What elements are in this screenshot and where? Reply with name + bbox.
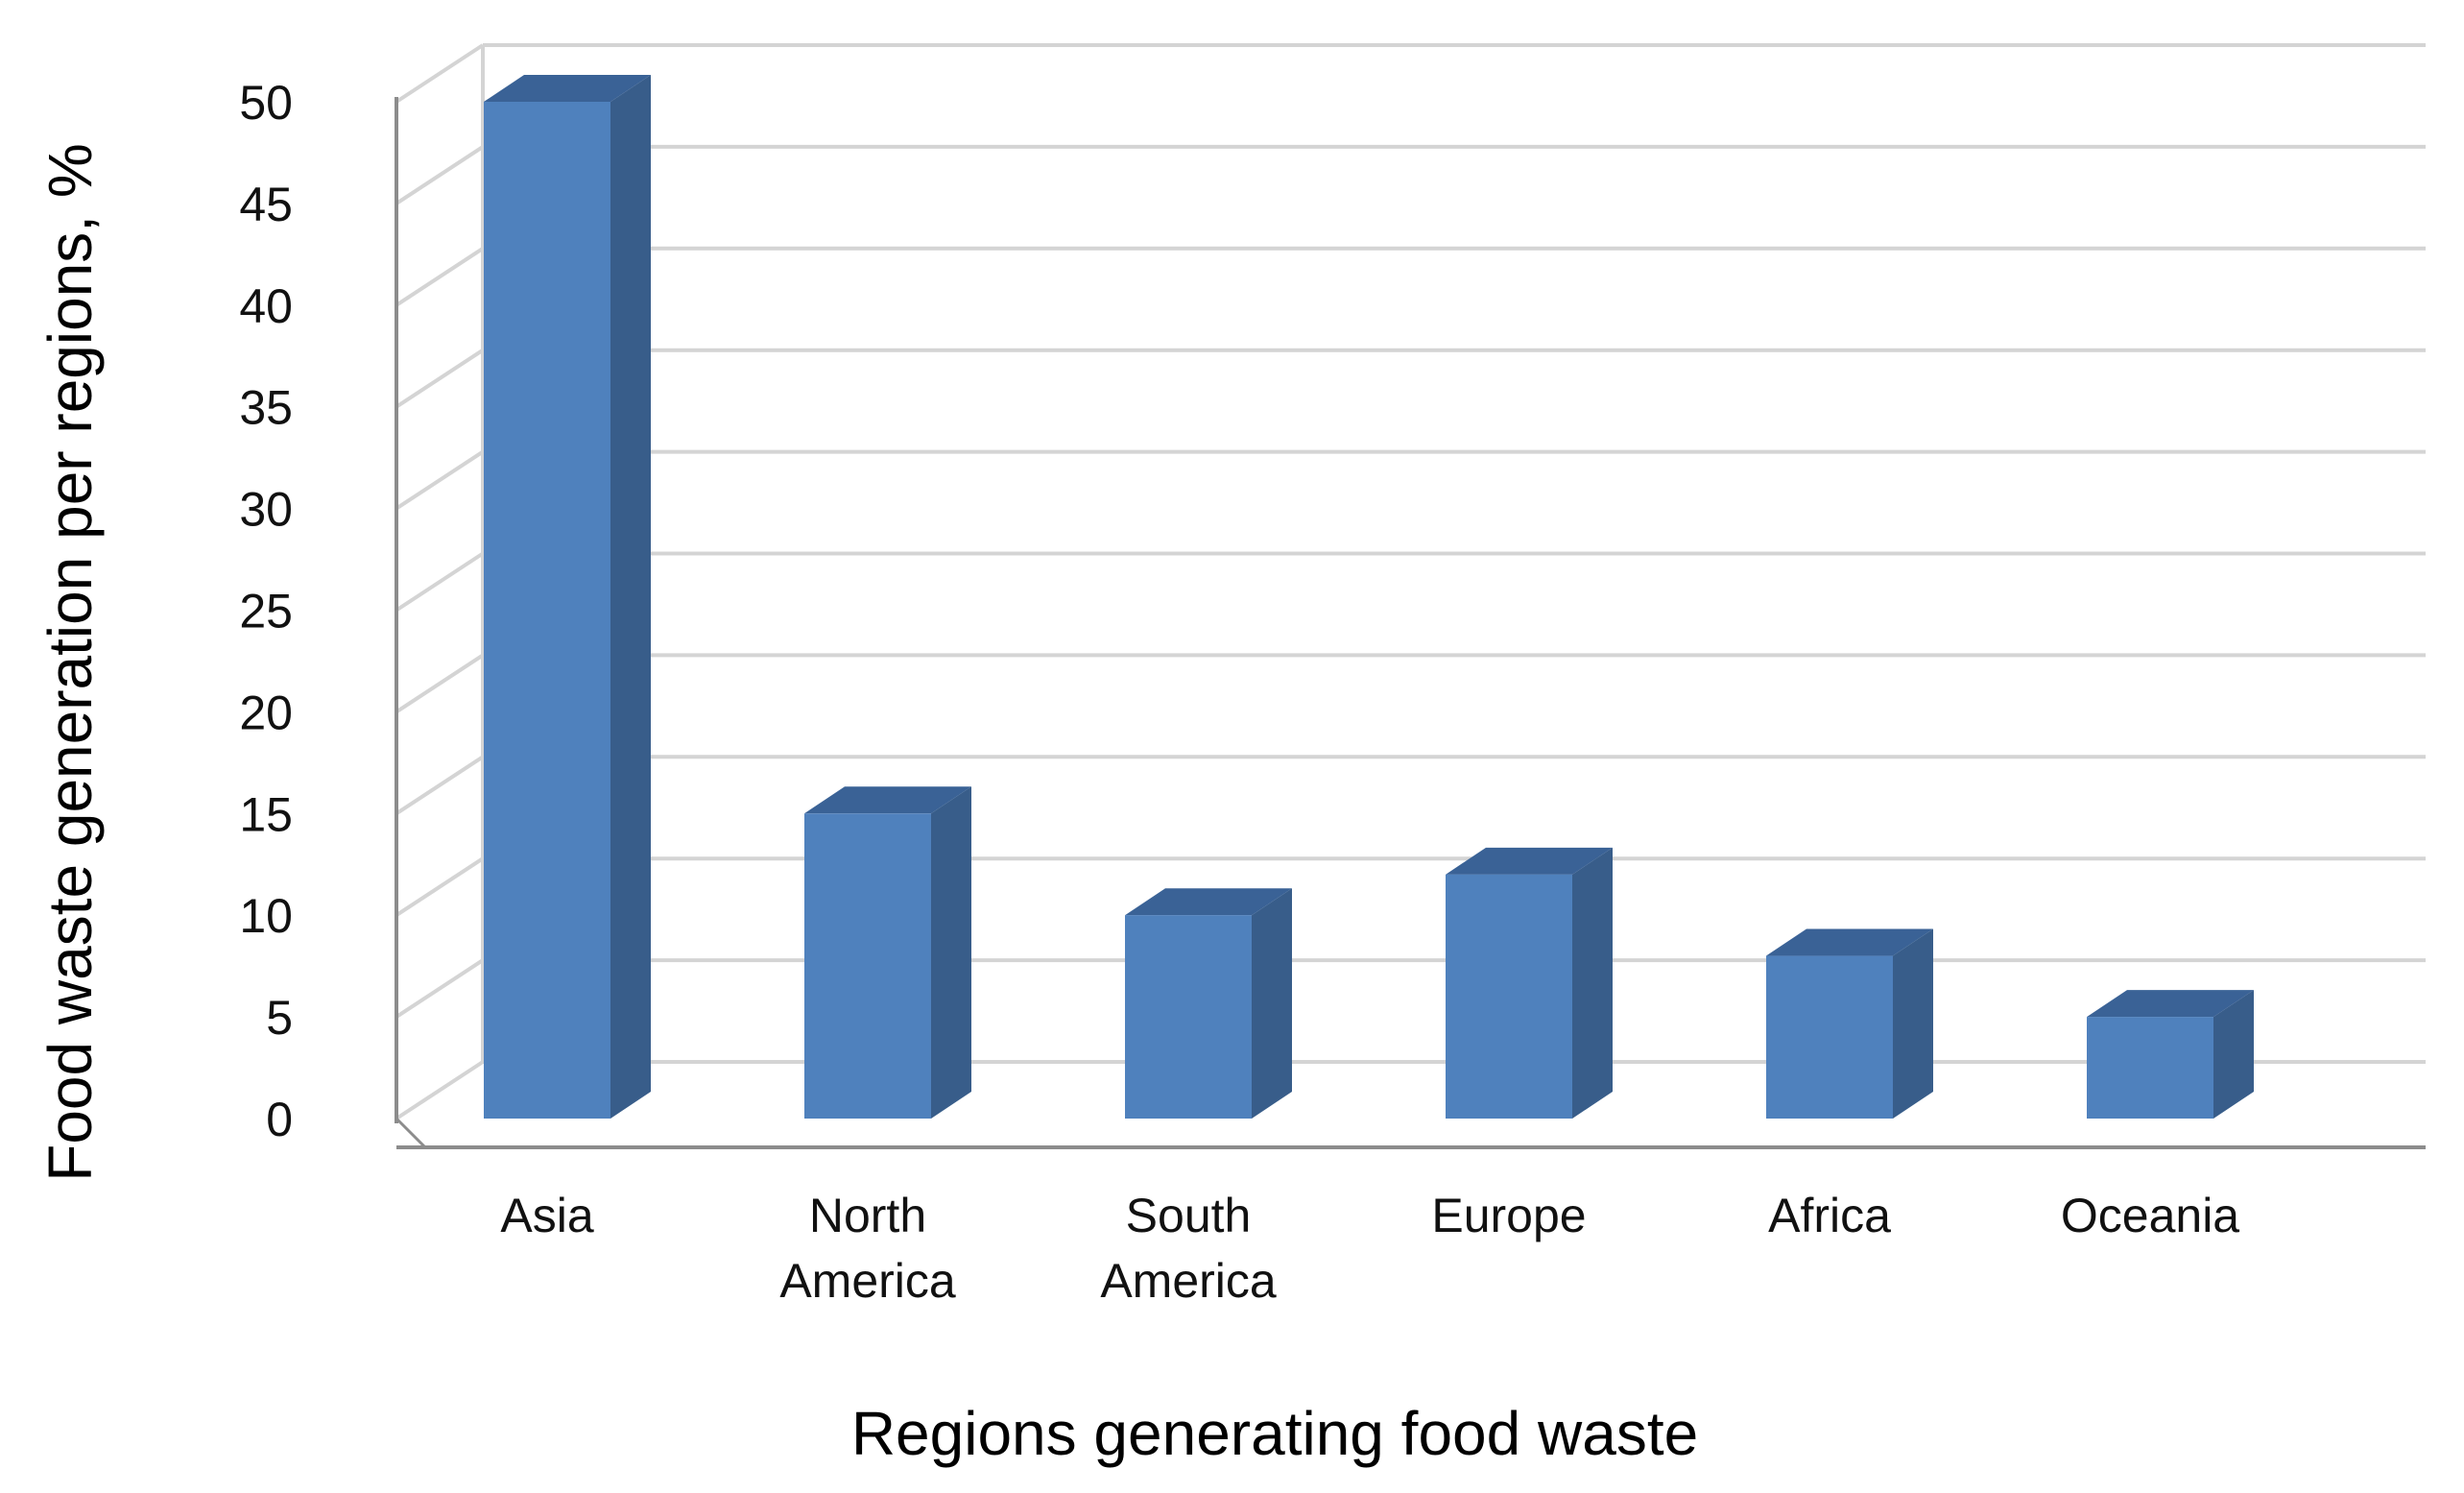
bar-top <box>484 75 651 102</box>
y-tick-label: 20 <box>239 686 293 739</box>
y-tick-label: 30 <box>239 483 293 537</box>
bar-0 <box>484 75 651 1119</box>
y-tick-label: 25 <box>239 585 293 638</box>
bar-side <box>1572 847 1613 1119</box>
bar-side <box>610 75 651 1119</box>
gridline-side <box>395 653 485 714</box>
bar-front <box>1125 915 1252 1119</box>
gridline-side <box>395 755 485 815</box>
x-tick-label: South America <box>1100 1189 1277 1308</box>
y-tick-labels: 0 5 10 15 20 25 30 35 40 45 50 <box>239 76 293 1146</box>
gridline-side <box>395 145 485 205</box>
gridline-side <box>395 43 485 104</box>
gridline-side <box>395 247 485 307</box>
x-axis-corner <box>395 1117 427 1149</box>
bar-top <box>2087 990 2254 1018</box>
bars <box>484 75 2254 1119</box>
x-tick-label: Europe <box>1431 1189 1586 1242</box>
bar-top <box>1766 928 1933 956</box>
axes <box>395 97 2426 1149</box>
y-axis-title: Food waste generation per regions, % <box>36 143 105 1182</box>
x-tick-labels: Asia North America South America Europe Africa… <box>500 1189 2239 1308</box>
bar-front <box>1446 874 1572 1119</box>
bar-4 <box>1766 928 1933 1119</box>
gridline-side <box>395 349 485 409</box>
gridline-side <box>395 551 485 613</box>
bar-side <box>2213 990 2254 1119</box>
y-tick-label: 40 <box>239 279 293 333</box>
y-tick-label: 50 <box>239 76 293 130</box>
x-axis-title: Regions generating food waste <box>851 1399 1698 1468</box>
bar-top <box>1125 888 1292 916</box>
bar-3 <box>1446 847 1613 1119</box>
bar-1 <box>804 786 971 1119</box>
bar-side <box>931 786 971 1119</box>
y-tick-label: 45 <box>239 178 293 231</box>
y-tick-label: 15 <box>239 787 293 841</box>
gridline-side <box>395 1060 485 1120</box>
bar-front <box>804 813 931 1119</box>
bar-front <box>2087 1017 2213 1119</box>
bar-side <box>1893 928 1933 1119</box>
bar-side <box>1252 888 1292 1119</box>
bar-top <box>804 786 971 814</box>
gridline-side <box>395 958 485 1019</box>
gridlines <box>395 43 2426 1120</box>
bar-front <box>484 102 610 1119</box>
x-tick-label: Asia <box>500 1189 593 1242</box>
bar-5 <box>2087 990 2254 1119</box>
gridline-side <box>395 856 485 917</box>
x-tick-label: Africa <box>1768 1189 1891 1242</box>
bar-top <box>1446 847 1613 875</box>
y-tick-label: 0 <box>266 1093 293 1146</box>
y-tick-label: 5 <box>266 991 293 1045</box>
y-tick-label: 10 <box>239 889 293 943</box>
x-tick-label: Oceania <box>2061 1189 2239 1242</box>
bar-2 <box>1125 888 1292 1119</box>
gridline-side <box>395 449 485 511</box>
y-tick-label: 35 <box>239 381 293 435</box>
bar-front <box>1766 955 1893 1119</box>
x-tick-label: North America <box>779 1189 956 1308</box>
